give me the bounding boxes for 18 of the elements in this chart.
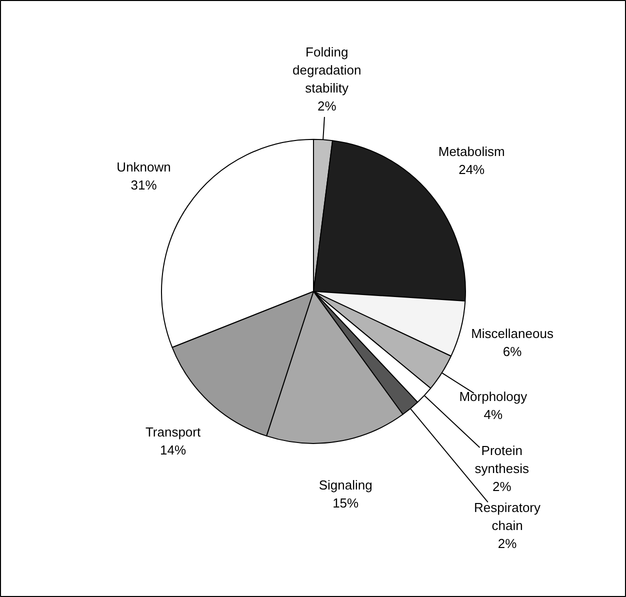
data-label: 14% (160, 442, 186, 458)
slice-label: Miscellaneous (471, 326, 554, 341)
data-label: 4% (484, 406, 504, 422)
slice-label: Protein synthesis (474, 442, 530, 476)
data-label: 24% (458, 162, 486, 178)
slice-label: Transport (145, 424, 201, 440)
data-label: 6% (502, 344, 522, 359)
slice-label: Metabolism (438, 144, 505, 160)
data-label: 2% (492, 478, 512, 494)
slice-label: Folding degradation stability (292, 44, 362, 96)
data-label: 2% (498, 536, 518, 552)
data-label: 15% (332, 496, 360, 511)
slice-label: Unknown (116, 160, 171, 175)
slice-label: Morphology (459, 388, 528, 404)
data-label: 31% (130, 178, 158, 193)
slice-label: Respiratory chain (474, 500, 542, 534)
slice-label: Signaling (318, 478, 372, 493)
data-label: 2% (317, 98, 337, 114)
